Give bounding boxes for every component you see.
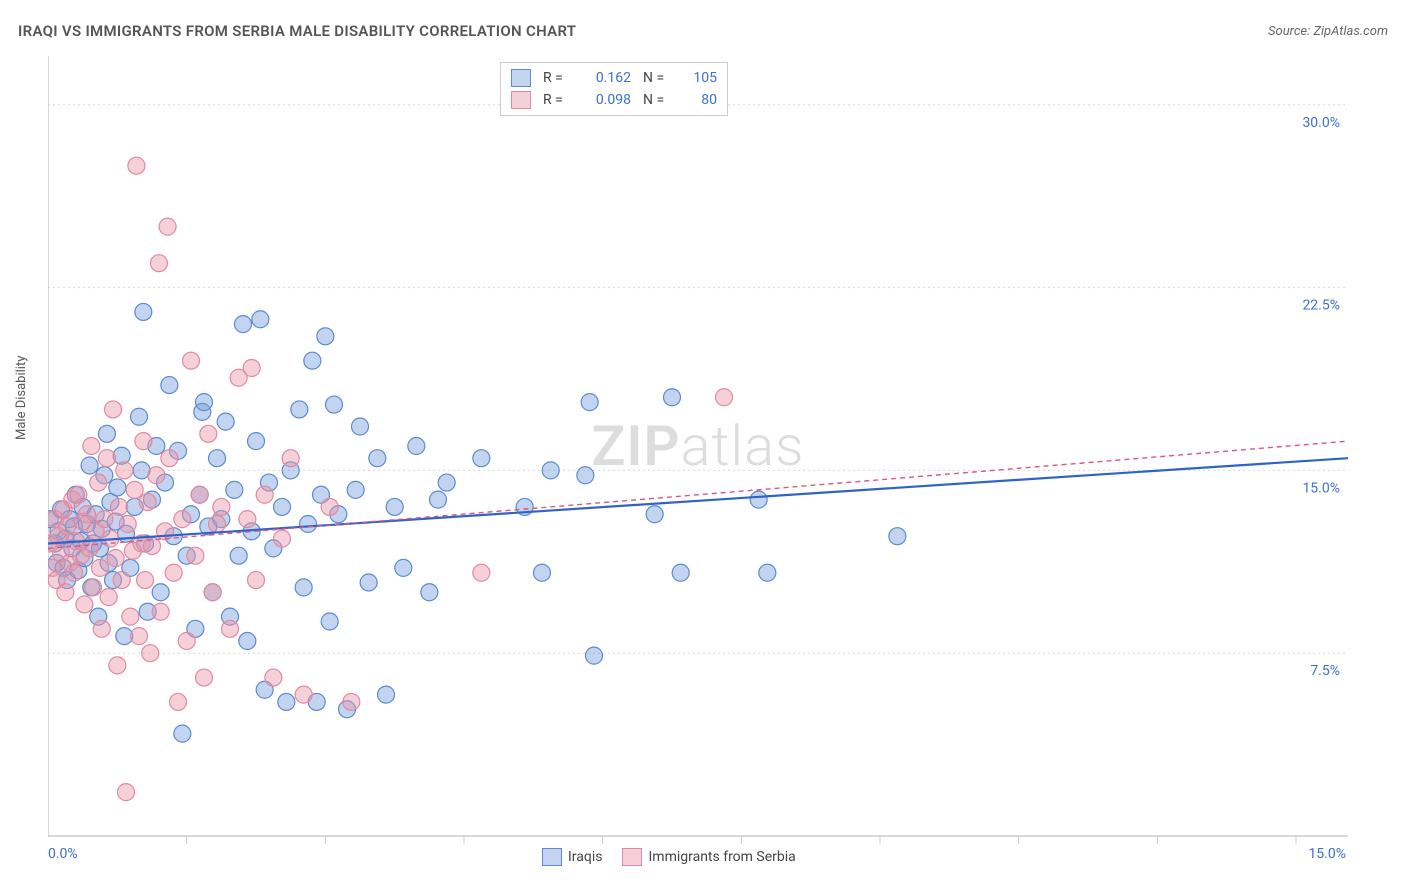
n-label: N = <box>643 70 669 86</box>
r-value: 0.098 <box>581 92 631 108</box>
chart-title: IRAQI VS IMMIGRANTS FROM SERBIA MALE DIS… <box>18 22 576 40</box>
legend-swatch <box>542 848 562 866</box>
svg-text:22.5%: 22.5% <box>1302 298 1340 314</box>
legend-item: Iraqis <box>542 848 602 866</box>
x-axis-end-label: 15.0% <box>1308 846 1346 862</box>
legend-label: Iraqis <box>568 849 602 865</box>
series-legend: Iraqis Immigrants from Serbia <box>542 848 796 866</box>
legend-label: Immigrants from Serbia <box>648 849 795 865</box>
n-value: 105 <box>681 70 717 86</box>
chart-area: 7.5%15.0%22.5%30.0% ZIPatlas R =0.162N =… <box>48 56 1348 836</box>
r-label: R = <box>543 92 569 108</box>
r-value: 0.162 <box>581 70 631 86</box>
svg-text:7.5%: 7.5% <box>1310 663 1340 679</box>
y-axis-label: Male Disability <box>14 356 29 440</box>
n-value: 80 <box>681 92 717 108</box>
correlation-legend-row: R = 0.098 N = 80 <box>511 89 717 111</box>
correlation-legend-row: R = 0.162 N = 105 <box>511 67 717 89</box>
x-axis-start-label: 0.0% <box>48 846 78 862</box>
n-label: N = <box>643 92 669 108</box>
legend-swatch <box>511 91 531 109</box>
correlation-legend: R = 0.162 N = 105 R = 0.098 N = 80 <box>500 62 728 116</box>
chart-source: Source: ZipAtlas.com <box>1268 24 1388 39</box>
legend-swatch <box>622 848 642 866</box>
legend-item: Immigrants from Serbia <box>622 848 795 866</box>
svg-text:15.0%: 15.0% <box>1302 480 1340 496</box>
svg-text:30.0%: 30.0% <box>1302 115 1340 131</box>
scatter-chart: 7.5% 15.0% 22.5% 30.0% <box>48 56 1348 856</box>
r-label: R = <box>543 70 569 86</box>
legend-swatch <box>511 69 531 87</box>
chart-header: IRAQI VS IMMIGRANTS FROM SERBIA MALE DIS… <box>18 22 1388 40</box>
